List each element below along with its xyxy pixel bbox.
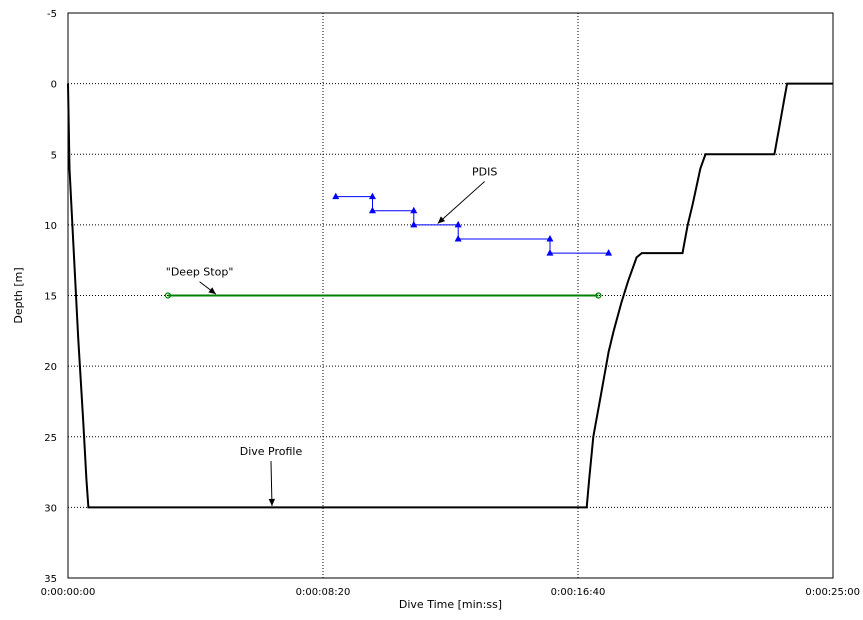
annotation-layer: Dive Profile "Deep Stop" PDIS: [166, 165, 497, 506]
y-tick-label: 25: [44, 433, 57, 444]
data-point-marker: [332, 192, 340, 200]
series-line: [335, 196, 609, 254]
y-tick-label: 5: [51, 150, 57, 161]
x-tick-label: 0:00:16:40: [551, 587, 606, 598]
y-tick-label: 0: [51, 80, 57, 91]
data-point-marker: [164, 292, 172, 299]
y-tick-label: 20: [44, 362, 57, 373]
data-point-marker: [546, 249, 554, 256]
data-point-marker: [454, 220, 462, 228]
data-point-marker: [454, 235, 462, 242]
y-axis-title: Depth [m]: [12, 267, 25, 323]
arrow-head: [437, 216, 446, 224]
annotation-label: Dive Profile: [240, 445, 303, 458]
arrow-head: [208, 287, 216, 295]
x-axis-title: Dive Time [min:ss]: [399, 598, 502, 611]
data-point-marker: [605, 249, 613, 256]
annotation-label: PDIS: [472, 165, 497, 178]
series-layer: [67, 82, 833, 509]
y-tick-label: 10: [44, 221, 57, 232]
y-tick-label: 30: [44, 503, 57, 514]
data-point-marker: [595, 292, 602, 299]
data-point-marker: [368, 206, 376, 214]
data-point-marker: [410, 220, 418, 228]
y-tick-label: 15: [44, 292, 57, 303]
data-point-marker: [368, 192, 376, 200]
series-line: [67, 82, 833, 509]
x-tick-label: 0:00:25:00: [805, 587, 860, 598]
data-point-marker: [546, 235, 554, 242]
tick-labels: -5 0 5 10 15 20 25 30 35 0:00:00:00 0:00:08:20 0:00…: [41, 9, 860, 598]
annotation-label: "Deep Stop": [166, 266, 234, 279]
annotation-arrow: [270, 461, 273, 506]
y-tick-label: 35: [44, 574, 57, 585]
annotation-arrow: [437, 181, 486, 224]
x-tick-label: 0:00:00:00: [41, 587, 96, 598]
y-tick-label: -5: [47, 9, 57, 20]
data-point-marker: [410, 206, 418, 214]
x-tick-label: 0:00:08:20: [296, 587, 351, 598]
arrow-head: [268, 498, 276, 506]
